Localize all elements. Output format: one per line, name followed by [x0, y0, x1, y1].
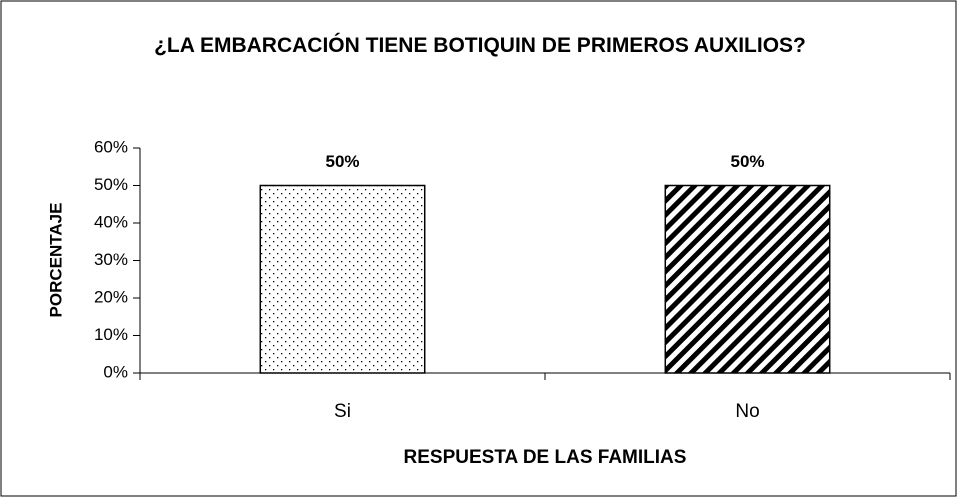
y-tick-label: 10%	[94, 325, 128, 344]
data-label: 50%	[730, 152, 764, 171]
y-tick-label: 40%	[94, 212, 128, 231]
y-tick-label: 30%	[94, 250, 128, 269]
data-label: 50%	[325, 152, 359, 171]
y-tick-label: 0%	[103, 362, 128, 381]
y-tick-label: 20%	[94, 287, 128, 306]
y-axis-label: PORCENTAJE	[46, 203, 65, 318]
bar	[259, 184, 426, 374]
x-tick-label: No	[735, 401, 759, 422]
x-axis-label: RESPUESTA DE LAS FAMILIAS	[404, 447, 687, 468]
y-tick-label: 50%	[94, 175, 128, 194]
y-tick-label: 60%	[94, 137, 128, 156]
x-tick-label: Si	[334, 401, 351, 422]
bar	[664, 184, 831, 374]
chart-title: ¿LA EMBARCACIÓN TIENE BOTIQUIN DE PRIMER…	[154, 34, 806, 57]
